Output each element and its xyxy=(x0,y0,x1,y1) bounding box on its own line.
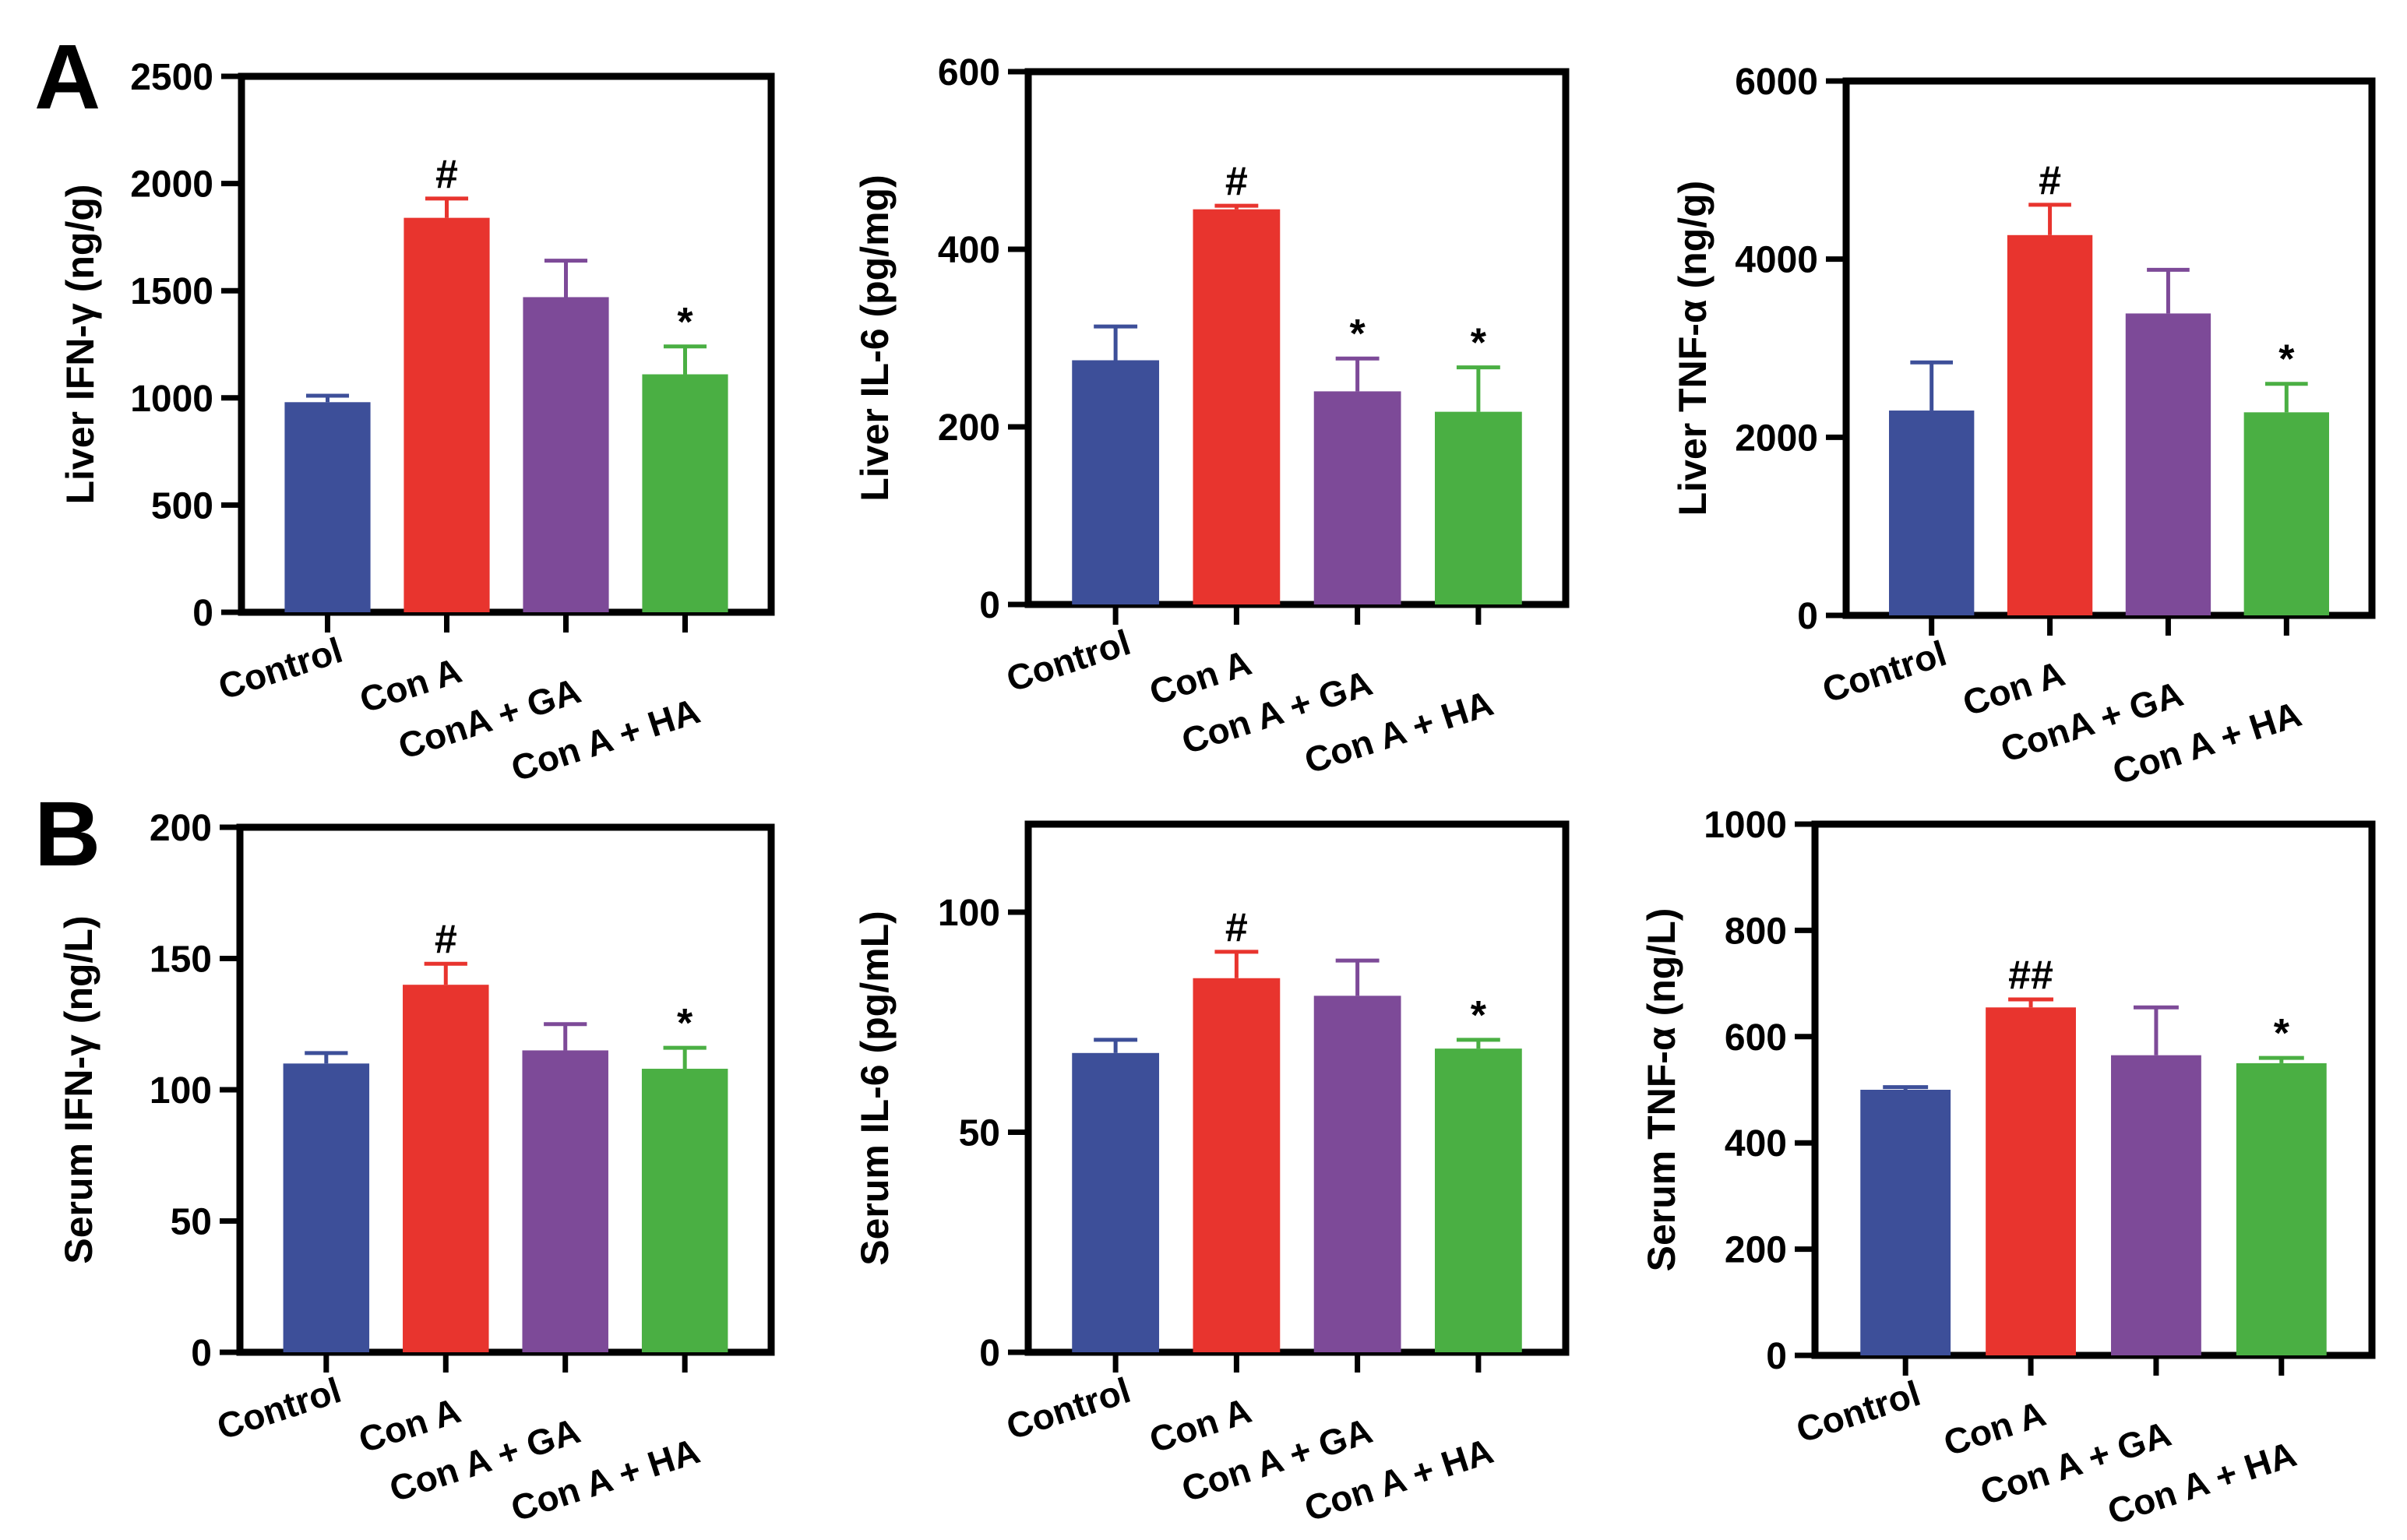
chart-3-bar xyxy=(2007,234,2093,615)
chart-2-xtick-label: Control xyxy=(1002,622,1136,700)
chart-1-ytick-label: 0 xyxy=(192,593,213,634)
chart-3-ytick-label: 2000 xyxy=(1735,418,1818,459)
chart-5-xtick-label: Con A xyxy=(1144,1390,1256,1461)
chart-2-significance-marker: * xyxy=(1350,312,1366,357)
chart-6-ytick-label: 200 xyxy=(1725,1230,1787,1271)
chart-6-ytick-label: 400 xyxy=(1725,1123,1787,1165)
chart-3-significance-marker: # xyxy=(2039,158,2061,203)
chart-6-bar xyxy=(2236,1062,2327,1355)
chart-5-ytick-label: 100 xyxy=(938,893,1000,934)
chart-4-ylabel: Serum IFN-γ (ng/L) xyxy=(57,915,100,1263)
chart-5-bar xyxy=(1193,978,1281,1352)
chart-6-bar xyxy=(1986,1007,2076,1355)
chart-2-significance-marker: * xyxy=(1471,321,1487,366)
chart-4-ytick-label: 150 xyxy=(150,939,212,981)
chart-5-significance-marker: # xyxy=(1225,905,1248,950)
chart-3-ylabel: Liver TNF-α (ng/g) xyxy=(1671,181,1715,516)
chart-6-frame xyxy=(1811,820,2376,1359)
chart-4-ytick-label: 100 xyxy=(150,1070,212,1112)
chart-1-xtick-label: Control xyxy=(213,629,347,707)
chart-4-xtick-label: Control xyxy=(212,1369,346,1447)
chart-6-significance-marker: * xyxy=(2274,1011,2290,1056)
chart-2-ytick-label: 200 xyxy=(938,407,1000,449)
chart-3-ytick-label: 6000 xyxy=(1735,62,1818,103)
chart-2-significance-marker: # xyxy=(1225,159,1248,204)
chart-6-xtick-label: Control xyxy=(1792,1373,1926,1450)
chart-2-bar xyxy=(1434,411,1522,604)
chart-1-bar xyxy=(404,217,490,612)
chart-5-significance-marker: * xyxy=(1471,993,1487,1038)
chart-4-significance-marker: # xyxy=(435,917,457,962)
chart-2-ytick-label: 600 xyxy=(938,52,1000,93)
chart-5-bar xyxy=(1313,996,1401,1352)
chart-5-frame xyxy=(1024,820,1570,1356)
chart-4-bar xyxy=(522,1050,608,1352)
chart-6-ytick-label: 1000 xyxy=(1704,805,1787,846)
chart-2-ytick-label: 0 xyxy=(979,585,1000,626)
chart-2-bar xyxy=(1193,209,1281,604)
chart-5-xtick-label: Control xyxy=(1002,1369,1136,1447)
chart-6-bar xyxy=(2111,1055,2201,1355)
chart-6-bar xyxy=(1860,1090,1951,1355)
chart-5-bar xyxy=(1072,1052,1160,1352)
chart-2-ytick-label: 400 xyxy=(938,230,1000,271)
chart-4-bar xyxy=(403,985,489,1352)
chart-5-bar xyxy=(1434,1048,1522,1352)
chart-1-ytick-label: 1000 xyxy=(130,379,213,420)
chart-1-frame xyxy=(238,72,775,616)
chart-3-xtick-label: Control xyxy=(1817,633,1951,710)
chart-2-frame xyxy=(1024,68,1570,608)
chart-1-ytick-label: 2500 xyxy=(130,57,213,98)
chart-4-bar xyxy=(283,1063,370,1352)
chart-3-significance-marker: * xyxy=(2278,337,2295,382)
chart-3-frame xyxy=(1842,77,2376,619)
chart-6-significance-marker: ## xyxy=(2008,953,2053,998)
chart-1-ylabel: Liver IFN-γ (ng/g) xyxy=(58,184,102,504)
chart-6-ytick-label: 0 xyxy=(1766,1336,1787,1377)
panel-letter-b: B xyxy=(34,783,101,886)
chart-2-ylabel: Liver IL-6 (pg/mg) xyxy=(853,174,897,501)
chart-5-ytick-label: 0 xyxy=(979,1333,1000,1374)
chart-1-significance-marker: * xyxy=(677,300,693,345)
chart-4-ytick-label: 50 xyxy=(171,1202,212,1243)
chart-1-bar xyxy=(284,402,371,612)
chart-1-ytick-label: 2000 xyxy=(130,164,213,206)
chart-1-bar xyxy=(642,374,728,612)
chart-2-bar xyxy=(1313,391,1401,604)
chart-2-bar xyxy=(1072,360,1160,604)
chart-3-bar xyxy=(2125,313,2211,615)
chart-1-significance-marker: # xyxy=(435,152,458,197)
chart-6-xtick-label: Con A xyxy=(1939,1393,2050,1464)
chart-3-ytick-label: 0 xyxy=(1797,596,1818,637)
chart-4-ytick-label: 0 xyxy=(191,1333,212,1374)
chart-6-ylabel: Serum TNF-α (ng/L) xyxy=(1640,908,1683,1272)
panel-letter-a: A xyxy=(34,26,101,129)
chart-6-ytick-label: 800 xyxy=(1725,911,1787,952)
chart-6-ytick-label: 600 xyxy=(1725,1017,1787,1059)
chart-4-bar xyxy=(641,1069,728,1352)
chart-2-xtick-label: Con A xyxy=(1144,642,1256,713)
chart-3-ytick-label: 4000 xyxy=(1735,240,1818,281)
chart-1-bar xyxy=(523,297,609,612)
chart-3-bar xyxy=(2243,412,2329,615)
chart-3-bar xyxy=(1889,411,1975,615)
chart-4-significance-marker: * xyxy=(677,1001,693,1046)
chart-1-ytick-label: 500 xyxy=(151,485,213,527)
chart-4-ytick-label: 200 xyxy=(150,808,212,849)
chart-5-ytick-label: 50 xyxy=(959,1113,1000,1154)
chart-5-ylabel: Serum IL-6 (pg/mL) xyxy=(853,911,897,1266)
chart-1-ytick-label: 1500 xyxy=(130,271,213,312)
